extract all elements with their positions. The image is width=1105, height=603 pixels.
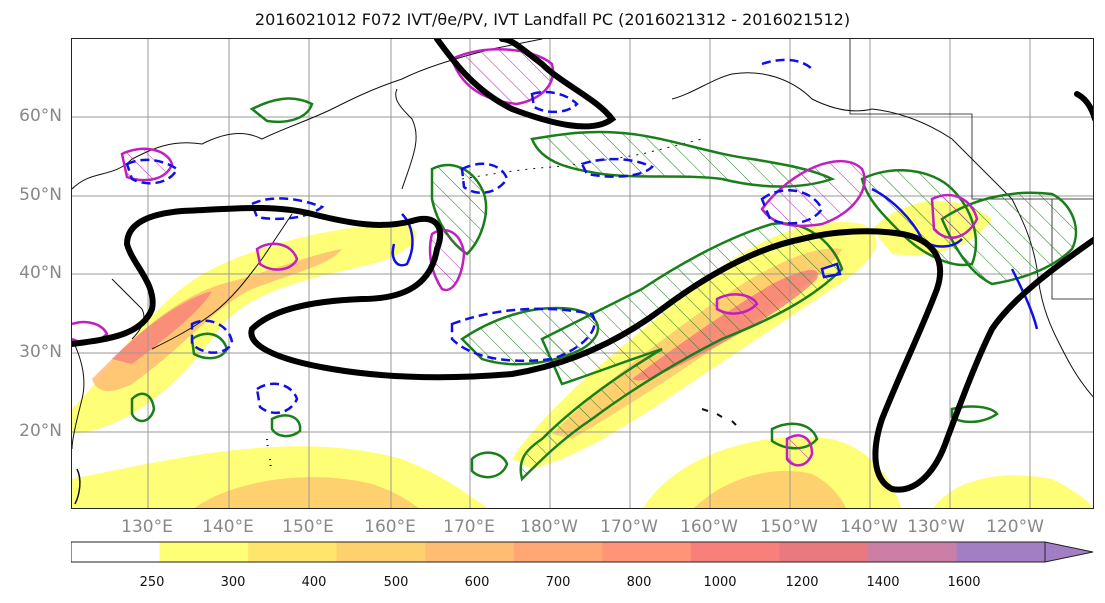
lat-label-30: 30°N [19,342,62,362]
colorbar-svg [70,541,1094,563]
pc-contour-main [72,205,1093,493]
colorbar-tick-250: 250 [139,575,165,590]
green-contour-central [519,221,844,482]
philippines [74,468,81,505]
lat-label-60: 60°N [19,106,62,126]
theta-e-contours [130,97,1078,482]
colorbar-segment [71,542,161,562]
blue-contour-n2 [580,157,655,178]
colorbar-tick-1000: 1000 [703,575,737,590]
colorbar-segments [71,542,1046,562]
colorbar [70,541,1095,563]
lat-label-40: 40°N [19,263,62,283]
colorbar-segment [690,542,780,562]
lat-label-20: 20°N [19,421,62,441]
colorbar-tick-800: 800 [626,575,652,590]
lat-label-50: 50°N [19,185,62,205]
colorbar-segment [602,542,692,562]
hawaii [701,408,737,426]
colorbar-tick-300: 300 [220,575,246,590]
lon-label-150w: 150°W [760,517,818,537]
magenta-contour-ne [930,193,979,239]
ivt-band-west-core [92,249,342,391]
blue-contour-n [460,162,509,195]
blue-contour-w2 [250,197,325,221]
pv-blue-contours [125,58,824,415]
colorbar-tick-1400: 1400 [866,575,900,590]
kamchatka [395,88,417,190]
green-contour-s2 [470,451,509,479]
ivt-band-southeast-inner [694,471,847,508]
blue-contour-w1 [125,158,179,185]
blue-contour-e [760,189,824,225]
green-contour-s3 [770,422,819,450]
colorbar-segment [956,542,1046,562]
colorbar-segment [867,542,957,562]
lon-label-130w: 130°W [907,517,965,537]
lon-label-160e: 160°E [364,517,416,537]
blue-contour-s1 [255,382,299,415]
lon-label-130e: 130°E [121,517,173,537]
blue-solid-d [1010,268,1039,330]
lon-label-180w: 180°W [520,517,578,537]
colorbar-tick-1600: 1600 [947,575,981,590]
map-title: 2016021012 F072 IVT/θe/PV, IVT Landfall … [0,10,1105,29]
pc-contour-north [434,39,617,130]
magenta-contour-west [120,147,174,182]
magenta-contour-w2 [255,242,299,271]
colorbar-tick-700: 700 [545,575,571,590]
blue-contour-mid [450,307,596,363]
colorbar-tick-500: 500 [383,575,409,590]
green-contour-s1 [130,392,156,423]
blue-contour-ne [761,58,813,70]
blue-contour-alaska [530,90,579,114]
green-contour-w2 [270,414,302,438]
ivt-band-west-max [112,291,212,364]
green-contour-north [530,130,836,188]
colorbar-segment [159,542,249,562]
magenta-contour-c2 [715,293,759,315]
blue-solid-c [820,262,842,279]
japan-coast [151,213,293,350]
blue-solid-a [391,213,414,267]
lon-label-170e: 170°E [443,517,495,537]
map-svg [72,39,1093,508]
map-panel[interactable] [71,38,1094,509]
lon-label-140e: 140°E [202,517,254,537]
lon-label-160w: 160°W [680,517,738,537]
green-contour-s4 [950,405,999,424]
ivt-band-west [72,224,417,434]
colorbar-segment [336,542,426,562]
green-contour-n2 [249,97,314,123]
colorbar-segment [248,542,338,562]
colorbar-tick-600: 600 [464,575,490,590]
colorbar-tick-1200: 1200 [785,575,819,590]
lon-label-150e: 150°E [282,517,334,537]
pc-black-contours [72,39,1093,493]
lon-label-140w: 140°W [840,517,898,537]
colorbar-segment [425,542,515,562]
alaska-coast [671,72,953,140]
ivt-band-south-inner [194,477,419,508]
china-coast [72,338,85,450]
magenta-contour-alaska [450,48,555,106]
lon-label-120w: 120°W [986,517,1044,537]
green-contour-mid [460,306,600,366]
korea-coast [111,278,145,340]
colorbar-segment [779,542,869,562]
title-text: 2016021012 F072 IVT/θe/PV, IVT Landfall … [254,10,851,29]
colorbar-segment [513,542,603,562]
blue-contour-w3 [190,319,234,354]
lon-label-170w: 170°W [600,517,658,537]
magenta-contour-s [785,434,814,467]
colorbar-tick-400: 400 [301,575,327,590]
colorbar-extend-arrow [1044,541,1094,563]
ivt-band-far-east [933,475,1093,508]
pc-contour-ne [1074,91,1093,122]
magenta-contour-east [760,159,866,228]
